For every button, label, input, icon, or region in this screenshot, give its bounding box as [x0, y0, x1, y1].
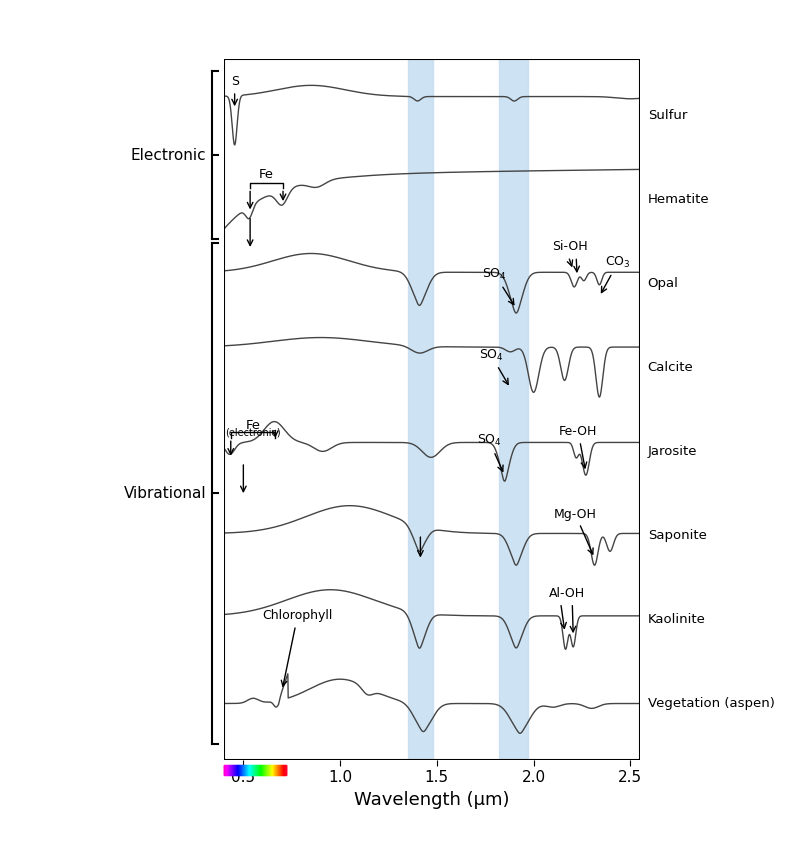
Bar [498, 59, 528, 760]
Text: Electronic: Electronic [131, 148, 206, 163]
Text: Sulfur: Sulfur [648, 109, 687, 122]
Text: Chlorophyll: Chlorophyll [262, 609, 333, 686]
Text: SO$_4$: SO$_4$ [482, 267, 514, 305]
Text: Fe: Fe [259, 168, 274, 181]
Text: SO$_4$: SO$_4$ [477, 433, 503, 471]
Text: Hematite: Hematite [648, 192, 710, 206]
Text: Saponite: Saponite [648, 529, 706, 542]
Text: Kaolinite: Kaolinite [648, 613, 706, 626]
X-axis label: Wavelength (μm): Wavelength (μm) [354, 791, 510, 809]
Bar [408, 59, 433, 760]
Text: Fe: Fe [246, 419, 261, 432]
Text: Fe-OH: Fe-OH [559, 425, 598, 468]
Text: Mg-OH: Mg-OH [554, 507, 597, 555]
Text: Vegetation (aspen): Vegetation (aspen) [648, 697, 774, 710]
Text: S: S [230, 75, 238, 105]
Text: Al-OH: Al-OH [549, 587, 585, 600]
Text: Vibrational: Vibrational [124, 486, 206, 500]
Text: Calcite: Calcite [648, 360, 694, 374]
Text: CO$_3$: CO$_3$ [602, 255, 630, 293]
Text: SO$_4$: SO$_4$ [478, 348, 508, 384]
Text: (electronic): (electronic) [226, 427, 281, 437]
Text: Si-OH: Si-OH [553, 241, 588, 253]
Text: Jarosite: Jarosite [648, 445, 698, 458]
Text: Opal: Opal [648, 277, 678, 289]
